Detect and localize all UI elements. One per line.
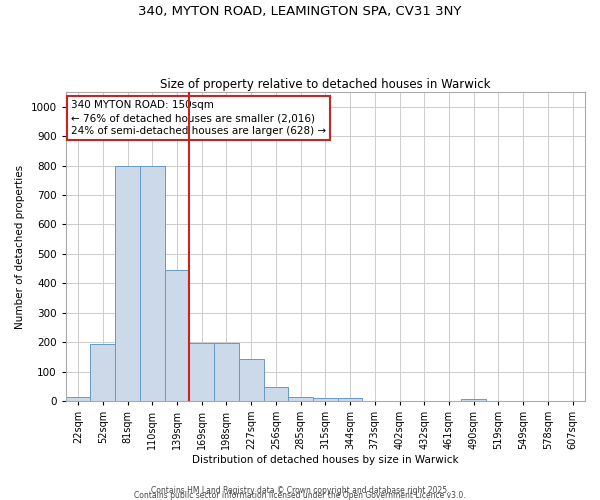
Bar <box>338 398 362 401</box>
X-axis label: Distribution of detached houses by size in Warwick: Distribution of detached houses by size … <box>192 455 458 465</box>
Title: Size of property relative to detached houses in Warwick: Size of property relative to detached ho… <box>160 78 491 91</box>
Bar <box>91 344 115 401</box>
Bar <box>140 166 164 401</box>
Bar <box>164 270 190 401</box>
Text: 340 MYTON ROAD: 150sqm
← 76% of detached houses are smaller (2,016)
24% of semi-: 340 MYTON ROAD: 150sqm ← 76% of detached… <box>71 100 326 136</box>
Y-axis label: Number of detached properties: Number of detached properties <box>15 164 25 328</box>
Bar <box>190 343 214 401</box>
Bar <box>214 343 239 401</box>
Text: 340, MYTON ROAD, LEAMINGTON SPA, CV31 3NY: 340, MYTON ROAD, LEAMINGTON SPA, CV31 3N… <box>139 5 461 18</box>
Bar <box>66 396 91 401</box>
Bar <box>239 359 263 401</box>
Bar <box>461 398 486 401</box>
Text: Contains HM Land Registry data © Crown copyright and database right 2025.: Contains HM Land Registry data © Crown c… <box>151 486 449 495</box>
Bar <box>263 387 288 401</box>
Bar <box>288 397 313 401</box>
Bar <box>115 166 140 401</box>
Bar <box>313 398 338 401</box>
Text: Contains public sector information licensed under the Open Government Licence v3: Contains public sector information licen… <box>134 490 466 500</box>
